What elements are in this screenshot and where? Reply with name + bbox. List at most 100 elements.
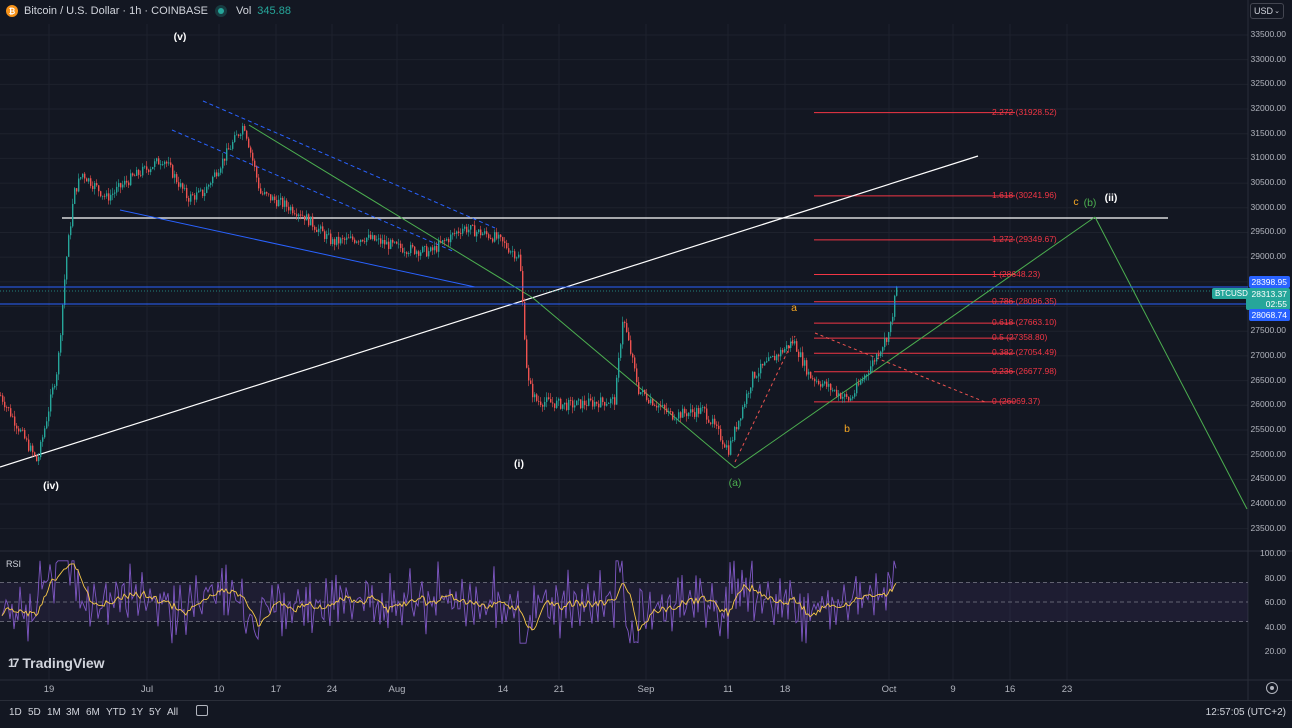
candle-body xyxy=(222,158,224,169)
tradingview-logo[interactable]: 17 TradingView xyxy=(8,655,105,671)
candle-body xyxy=(524,302,526,340)
clock-timezone[interactable]: 12:57:05 (UTC+2) xyxy=(1205,707,1286,718)
rsi-tick-40: 40.00 xyxy=(1264,622,1286,632)
wave-label-a-green: (a) xyxy=(728,477,742,489)
candle-body xyxy=(670,410,672,412)
candle-body xyxy=(310,216,312,226)
candle-body xyxy=(302,215,304,217)
candle-body xyxy=(766,361,768,363)
candle-body xyxy=(802,352,804,366)
candle-body xyxy=(568,399,570,411)
candle-body xyxy=(662,405,664,407)
candle-body xyxy=(796,341,798,352)
candle-body xyxy=(736,426,738,430)
settings-gear-icon[interactable] xyxy=(1266,682,1278,694)
candle-body xyxy=(390,239,392,249)
candle-body xyxy=(600,397,602,408)
candle-body xyxy=(66,256,68,280)
candle-body xyxy=(448,239,450,243)
candle-body xyxy=(704,407,706,409)
range-button-3m[interactable]: 3M xyxy=(66,707,80,718)
candle-body xyxy=(452,233,454,235)
candle-body xyxy=(652,399,654,406)
range-button-ytd[interactable]: YTD xyxy=(106,707,126,718)
candle-body xyxy=(508,248,510,253)
candle-body xyxy=(446,239,448,241)
candle-body xyxy=(360,239,362,243)
green-down-leg-1 xyxy=(248,124,534,299)
price-axis-label: 32500.00 xyxy=(1250,78,1286,89)
candle-body xyxy=(516,257,518,259)
candle-body xyxy=(56,374,58,386)
range-button-5y[interactable]: 5Y xyxy=(149,707,162,718)
candle-body xyxy=(510,251,512,253)
candle-body xyxy=(870,366,872,374)
range-button-all[interactable]: All xyxy=(167,707,179,718)
candle-body xyxy=(520,254,522,272)
calendar-icon[interactable] xyxy=(196,705,208,716)
range-button-1d[interactable]: 1D xyxy=(9,707,22,718)
candle-body xyxy=(430,247,432,252)
candle-body xyxy=(478,229,480,233)
candle-body xyxy=(244,125,246,131)
candle-body xyxy=(570,399,572,401)
candle-body xyxy=(282,197,284,207)
candle-body xyxy=(474,225,476,237)
candle-body xyxy=(402,248,404,253)
symbol-price-tag: BTCUSD xyxy=(1212,288,1251,299)
candle-body xyxy=(434,246,436,251)
candle-body xyxy=(154,161,156,167)
blue-channel-dashed-1 xyxy=(171,129,456,253)
candle-body xyxy=(716,424,718,426)
range-button-1m[interactable]: 1M xyxy=(47,707,61,718)
symbol-header[interactable]: ₿ Bitcoin / U.S. Dollar · 1h · COINBASE … xyxy=(6,4,291,18)
wave-label-iv: (iv) xyxy=(43,480,59,492)
candle-body xyxy=(490,238,492,240)
candle-body xyxy=(230,148,232,150)
candle-body xyxy=(24,430,26,439)
candle-body xyxy=(580,399,582,409)
candle-body xyxy=(224,158,226,161)
range-button-1y[interactable]: 1Y xyxy=(131,707,144,718)
candle-body xyxy=(138,169,140,175)
candle-body xyxy=(460,232,462,234)
candle-body xyxy=(834,389,836,391)
candle-body xyxy=(96,183,98,186)
candle-body xyxy=(378,238,380,240)
currency-button[interactable]: USD ⌄ xyxy=(1250,3,1284,19)
candle-body xyxy=(666,408,668,412)
candle-body xyxy=(798,351,800,357)
candle-body xyxy=(190,194,192,202)
candle-body xyxy=(162,164,164,165)
candle-body xyxy=(636,368,638,383)
range-button-6m[interactable]: 6M xyxy=(86,707,100,718)
candle-body xyxy=(340,238,342,244)
candle-body xyxy=(188,198,190,202)
candle-body xyxy=(242,125,244,135)
candle-body xyxy=(392,239,394,243)
candle-body xyxy=(388,241,390,249)
symbol-title: Bitcoin / U.S. Dollar · 1h · COINBASE xyxy=(24,5,208,17)
candle-body xyxy=(86,178,88,182)
range-button-5d[interactable]: 5D xyxy=(28,707,41,718)
candle-body xyxy=(352,236,354,240)
rsi-tick-100: 100.00 xyxy=(1260,548,1286,558)
candle-body xyxy=(714,418,716,425)
candle-body xyxy=(48,411,50,422)
price-chart[interactable] xyxy=(0,0,1292,700)
candle-body xyxy=(370,234,372,240)
rsi-indicator-label[interactable]: RSI xyxy=(6,559,22,569)
candle-body xyxy=(306,214,308,221)
candle-body xyxy=(34,452,36,456)
candle-body xyxy=(144,166,146,168)
candle-body xyxy=(824,381,826,384)
candle-body xyxy=(846,394,848,397)
candle-body xyxy=(782,349,784,353)
candle-body xyxy=(100,191,102,197)
candle-body xyxy=(172,165,174,178)
candle-body xyxy=(634,357,636,369)
candle-body xyxy=(640,392,642,395)
candle-body xyxy=(158,158,160,165)
wave-label-v: (v) xyxy=(173,31,187,43)
candle-body xyxy=(116,186,118,193)
